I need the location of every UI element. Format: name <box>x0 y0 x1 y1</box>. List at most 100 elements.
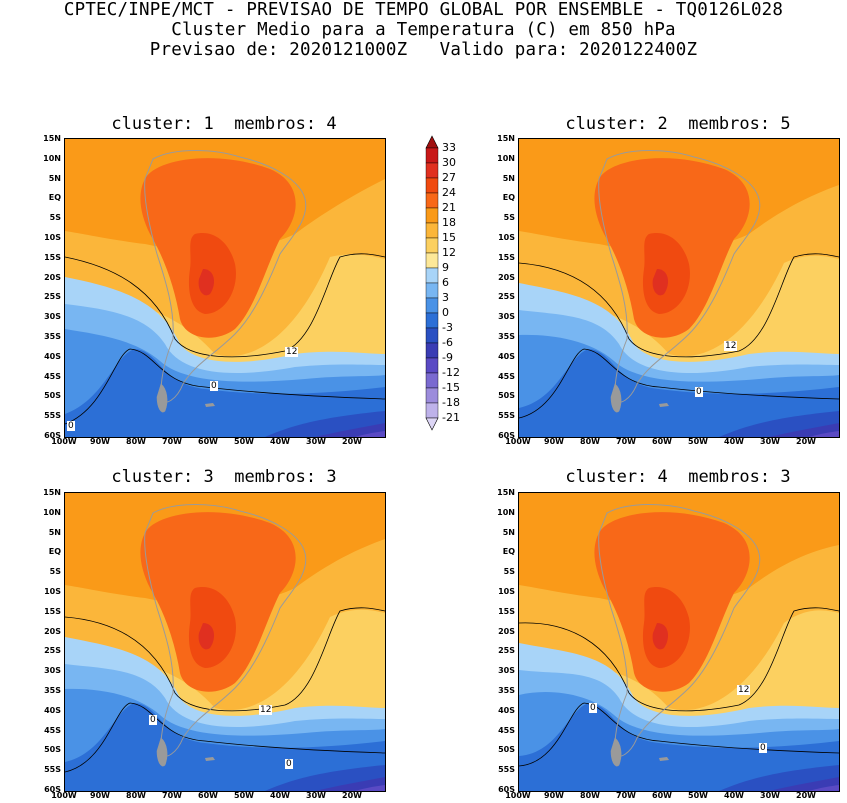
lat-label: 5S <box>49 213 61 223</box>
temperature-band <box>355 785 385 791</box>
temperature-band <box>519 349 839 437</box>
colorbar-level-label: -18 <box>442 396 460 409</box>
lat-label: 35S <box>498 686 515 695</box>
lon-label: 30W <box>306 791 326 800</box>
contour-label: 12 <box>285 347 299 357</box>
lat-label: 45S <box>498 371 515 381</box>
lat-label: 10S <box>44 233 61 242</box>
map-panel-cluster-3: 12 0 0 <box>64 492 386 792</box>
lat-label: 10S <box>498 587 515 596</box>
colorbar-segment <box>425 147 439 164</box>
lat-label: 60S <box>44 431 61 440</box>
lat-label: 10N <box>43 507 61 517</box>
temperature-band <box>188 587 236 668</box>
temperature-band <box>519 703 839 791</box>
header-line-2: Cluster Medio para a Temperatura (C) em … <box>171 20 676 40</box>
temperature-band <box>65 349 385 437</box>
lat-label: 30S <box>44 666 61 676</box>
colorbar-level-label: 33 <box>442 141 456 154</box>
temperature-map <box>519 139 839 437</box>
colorbar-level-label: 15 <box>442 231 456 244</box>
patagonia-islands <box>610 383 622 413</box>
lon-label: 40W <box>724 437 744 446</box>
colorbar-level-label: 12 <box>442 246 456 259</box>
map-panel-cluster-1: 12 0 0 <box>64 138 386 438</box>
lat-label: 55S <box>498 765 515 775</box>
colorbar-level-label: 21 <box>442 201 456 214</box>
colorbar-level-label: -3 <box>442 321 453 334</box>
lat-label: 5N <box>48 527 61 537</box>
lat-label: 35S <box>44 686 61 695</box>
lat-label: 10S <box>44 587 61 596</box>
lat-label: 60S <box>44 785 61 794</box>
lon-label: 20W <box>342 791 362 800</box>
colorbar-segment <box>425 372 439 389</box>
panel-4-title: cluster: 4 membros: 3 <box>565 467 791 487</box>
lat-label: 25S <box>498 646 515 656</box>
lon-label: 80W <box>126 791 146 800</box>
panel-3-title: cluster: 3 membros: 3 <box>111 467 337 487</box>
temperature-band <box>809 785 839 791</box>
lat-label: 5S <box>503 567 515 577</box>
colorbar-segment <box>425 357 439 374</box>
lon-label: 40W <box>270 437 290 446</box>
lat-label: 15S <box>44 606 61 616</box>
temperature-band <box>315 423 385 437</box>
falkland-islands <box>659 757 669 761</box>
lon-label: 60W <box>652 437 672 446</box>
lat-label: 45S <box>44 725 61 735</box>
temperature-band <box>809 431 839 437</box>
lat-label: 5N <box>48 173 61 183</box>
lat-label: 15S <box>498 606 515 616</box>
colorbar <box>425 135 439 431</box>
lon-label: 60W <box>198 791 218 800</box>
falkland-islands <box>205 757 215 761</box>
colorbar-level-label: 24 <box>442 186 456 199</box>
colorbar-segment <box>425 252 439 269</box>
colorbar-segment <box>425 267 439 284</box>
temperature-map <box>519 493 839 791</box>
lon-label: 70W <box>616 791 636 800</box>
lon-label: 70W <box>616 437 636 446</box>
lon-label: 60W <box>198 437 218 446</box>
lon-label: 90W <box>544 791 564 800</box>
contour-label: 0 <box>210 381 218 391</box>
colorbar-segment <box>425 222 439 239</box>
lat-label: 10N <box>497 507 515 517</box>
contour-label: 0 <box>759 743 767 753</box>
lat-label: 10S <box>498 233 515 242</box>
colorbar-level-label: 6 <box>442 276 449 289</box>
colorbar-segment <box>425 402 439 419</box>
lat-label: 40S <box>498 351 515 361</box>
temperature-band <box>198 623 215 650</box>
header-line-3: Previsao de: 2020121000Z Valido para: 20… <box>149 40 698 60</box>
contour-label: 0 <box>67 421 75 431</box>
falkland-islands <box>659 403 669 407</box>
lat-label: 15S <box>498 252 515 262</box>
colorbar-segment <box>425 312 439 329</box>
lon-label: 40W <box>270 791 290 800</box>
lon-label: 100W <box>505 791 531 800</box>
lat-label: 40S <box>44 705 61 715</box>
lat-label: 10N <box>43 153 61 163</box>
temperature-band <box>188 233 236 314</box>
contour-12 <box>65 253 385 358</box>
contour-label: 0 <box>695 387 703 397</box>
lat-label: 25S <box>44 646 61 656</box>
lon-label: 50W <box>234 791 254 800</box>
lat-label: 30S <box>498 312 515 322</box>
temperature-band <box>198 269 215 296</box>
lon-label: 90W <box>90 791 110 800</box>
temperature-map <box>65 493 385 791</box>
lat-label: 15N <box>43 488 61 497</box>
header-line-1: CPTEC/INPE/MCT - PREVISAO DE TEMPO GLOBA… <box>63 0 784 20</box>
colorbar-level-label: -21 <box>442 411 460 424</box>
colorbar-segment <box>425 162 439 179</box>
colorbar-level-label: 0 <box>442 306 449 319</box>
lon-label: 50W <box>234 437 254 446</box>
lat-label: EQ <box>502 193 515 203</box>
lon-label: 100W <box>505 437 531 446</box>
lat-label: 25S <box>498 292 515 302</box>
lat-label: EQ <box>48 547 61 557</box>
contour-label: 0 <box>589 703 597 713</box>
